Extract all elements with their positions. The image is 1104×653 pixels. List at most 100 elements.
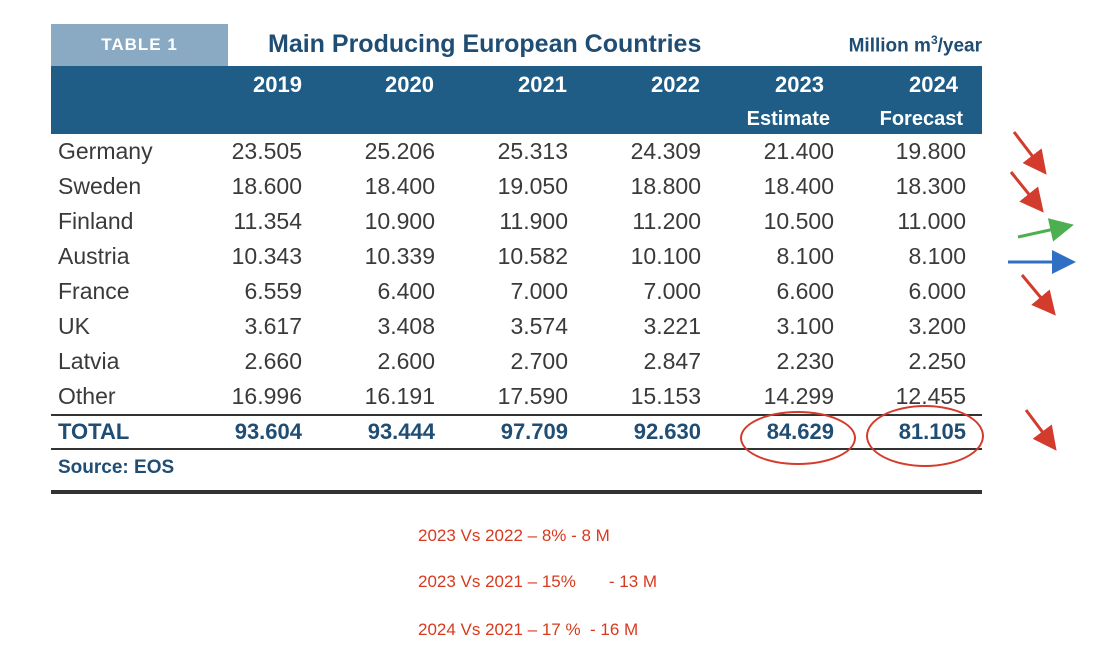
note-2024-vs-2021: 2024 Vs 2021 – 17 % - 16 M — [418, 620, 639, 639]
cell-value: 18.800 — [630, 173, 701, 199]
cell-value: 2.230 — [776, 348, 834, 374]
arrow-down-total — [1024, 409, 1057, 451]
cell-value: 19.050 — [497, 173, 568, 199]
unit-superscript: 3 — [930, 33, 938, 47]
source-label: Source: EOS — [58, 457, 175, 478]
arrow-down-sweden — [1009, 171, 1044, 213]
cell-value: 16.996 — [231, 383, 302, 409]
cell-value: 6.000 — [908, 278, 966, 304]
cell-value: 11.000 — [897, 208, 966, 234]
cell-value: 8.100 — [776, 243, 834, 269]
highlight-circle-2023 — [740, 411, 856, 465]
arrow-up-finland — [1017, 218, 1074, 242]
header-year-2024: 2024 — [909, 72, 958, 97]
cell-value: 15.153 — [630, 383, 701, 409]
header-year-2021: 2021 — [518, 72, 567, 97]
cell-value: 3.200 — [908, 313, 966, 339]
header-year-2023: 2023 — [775, 72, 824, 97]
cell-value: 3.574 — [510, 313, 568, 339]
table-tag: TABLE 1 — [51, 24, 228, 66]
note-2023-vs-2021: 2023 Vs 2021 – 15% - 13 M — [418, 572, 658, 591]
header-year-2020: 2020 — [385, 72, 434, 97]
table-header: 2019 2020 2021 2022 2023 2024 Estimate F… — [51, 66, 982, 134]
cell-value: 21.400 — [763, 138, 834, 164]
unit-main: Million m — [848, 35, 931, 57]
cell-value: 2.847 — [643, 348, 701, 374]
cell-value: 10.343 — [231, 243, 302, 269]
table-body: Germany 23.505 25.206 25.313 24.309 21.400 19.… — [51, 134, 982, 414]
cell-value: 10.582 — [497, 243, 568, 269]
cell-value: 17.590 — [497, 383, 568, 409]
table-row: Austria 10.343 10.339 10.582 10.100 8.100 8.10… — [51, 239, 982, 274]
cell-value: 25.313 — [497, 138, 568, 164]
highlight-circle-2024 — [866, 405, 984, 467]
cell-value: 16.191 — [364, 383, 435, 409]
cell-value: 3.617 — [244, 313, 302, 339]
country-name: Germany — [58, 138, 153, 164]
cell-value: 23.505 — [231, 138, 302, 164]
cell-value: 3.100 — [776, 313, 834, 339]
cell-value: 18.400 — [364, 173, 435, 199]
total-2022: 92.630 — [633, 419, 701, 444]
table-row: Sweden 18.600 18.400 19.050 18.800 18.400 18.3… — [51, 169, 982, 204]
header-year-2022: 2022 — [651, 72, 700, 97]
cell-value: 2.700 — [510, 348, 568, 374]
source-row: Source: EOS — [51, 450, 982, 494]
cell-value: 14.299 — [763, 383, 834, 409]
arrow-down-germany — [1012, 131, 1047, 175]
total-2021: 97.709 — [500, 419, 568, 444]
country-name: Other — [58, 383, 116, 409]
table-row: UK 3.617 3.408 3.574 3.221 3.100 3.200 — [51, 309, 982, 344]
country-name: UK — [58, 313, 90, 339]
cell-value: 6.559 — [244, 278, 302, 304]
table-row: Latvia 2.660 2.600 2.700 2.847 2.230 2.250 — [51, 344, 982, 379]
unit-label: Million m3/year — [849, 33, 982, 57]
cell-value: 7.000 — [643, 278, 701, 304]
table-row: Germany 23.505 25.206 25.313 24.309 21.400 19.… — [51, 134, 982, 169]
cell-value: 2.660 — [244, 348, 302, 374]
country-name: Finland — [58, 208, 134, 234]
cell-value: 11.354 — [233, 208, 302, 234]
cell-value: 10.339 — [364, 243, 435, 269]
cell-value: 10.900 — [364, 208, 435, 234]
cell-value: 10.100 — [630, 243, 701, 269]
arrow-down-france — [1020, 274, 1056, 316]
cell-value: 18.400 — [763, 173, 834, 199]
header-forecast: Forecast — [879, 108, 963, 130]
table-row: France 6.559 6.400 7.000 7.000 6.600 6.000 — [51, 274, 982, 309]
total-2019: 93.604 — [234, 419, 302, 444]
cell-value: 11.900 — [499, 208, 568, 234]
table-title: Main Producing European Countries — [268, 30, 702, 58]
cell-value: 12.455 — [895, 383, 966, 409]
note-2023-vs-2022: 2023 Vs 2022 – 8% - 8 M — [418, 526, 610, 545]
header-year-2019: 2019 — [253, 72, 302, 97]
table-title-row: TABLE 1 Main Producing European Countrie… — [51, 24, 982, 66]
total-2020: 93.444 — [367, 419, 435, 444]
country-name: Latvia — [58, 348, 120, 374]
cell-value: 25.206 — [364, 138, 435, 164]
cell-value: 18.300 — [895, 173, 966, 199]
country-name: Austria — [58, 243, 130, 269]
cell-value: 10.500 — [763, 208, 834, 234]
table-row: Other 16.996 16.191 17.590 15.153 14.299 12.45… — [51, 379, 982, 414]
cell-value: 2.250 — [908, 348, 966, 374]
total-label: TOTAL — [58, 419, 130, 444]
production-table: TABLE 1 Main Producing European Countrie… — [51, 24, 982, 494]
cell-value: 24.309 — [630, 138, 701, 164]
country-name: Sweden — [58, 173, 142, 199]
table-row: Finland 11.354 10.900 11.900 11.200 10.500 11.… — [51, 204, 982, 239]
cell-value: 7.000 — [510, 278, 568, 304]
cell-value: 3.221 — [643, 313, 701, 339]
cell-value: 18.600 — [231, 173, 302, 199]
cell-value: 11.200 — [632, 208, 701, 234]
country-name: France — [58, 278, 130, 304]
cell-value: 19.800 — [895, 138, 966, 164]
cell-value: 3.408 — [377, 313, 435, 339]
cell-value: 6.600 — [776, 278, 834, 304]
cell-value: 6.400 — [377, 278, 435, 304]
cell-value: 8.100 — [908, 243, 966, 269]
cell-value: 2.600 — [377, 348, 435, 374]
unit-rest: /year — [937, 35, 982, 57]
header-estimate: Estimate — [746, 108, 830, 130]
